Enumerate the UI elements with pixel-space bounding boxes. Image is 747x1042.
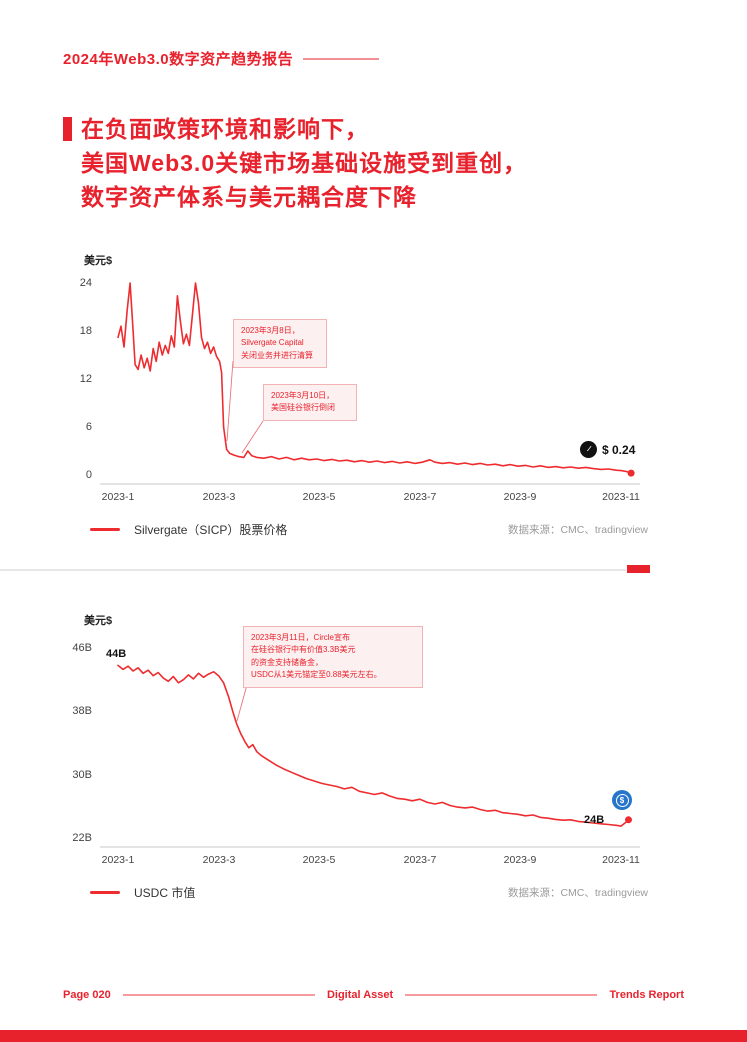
chart1-y-tick: 24 [79,277,92,289]
legend-line-swatch [90,891,120,894]
headline-text: 在负面政策环境和影响下， 美国Web3.0关键市场基础设施受到重创， 数字资产体… [81,112,527,214]
section-divider [0,569,626,571]
annotation-line: 2023年3月8日， [241,326,300,335]
chart1-data-source: 数据来源：CMC、tradingview [507,524,648,536]
annotation-line: 在硅谷银行中有价值3.3B美元 [251,645,356,655]
chart1-y-tick: 0 [85,469,92,481]
line-end-dot [625,816,632,824]
annotation-connector [241,420,264,454]
chart2-y-tick: 38B [72,705,92,717]
chart1-x-tick: 2023-5 [302,491,336,503]
headline-block: 在负面政策环境和影响下， 美国Web3.0关键市场基础设施受到重创， 数字资产体… [63,112,527,214]
chart2-x-tick: 2023-3 [202,854,236,866]
chart2-data-source: 数据来源：CMC、tradingview [507,887,648,899]
headline-line-1: 在负面政策环境和影响下， [81,116,369,142]
header-rule [303,57,379,60]
chart1-x-tick: 2023-3 [202,491,236,503]
usdc-logo-icon: $ [612,790,632,810]
chart1-x-tick: 2023-7 [403,491,437,503]
annotation-line: 2023年3月11日，Circle宣布 [251,633,350,642]
divider-red-segment [627,565,650,573]
start-value-label: 44B [106,648,127,660]
dollar-icon: $ [615,793,629,807]
chart2-legend: USDC 市值 [90,884,195,901]
annotation-line: 关闭业务并进行清算 [241,350,313,360]
chart1-legend: Silvergate（SICP）股票价格 [90,521,287,538]
report-header: 2024年Web3.0数字资产趋势报告 [63,48,379,69]
annotation-connector [226,360,234,442]
annotation-line: 美国硅谷银行倒闭 [271,403,335,413]
annotation-silvergate-liquidation: 2023年3月8日， Silvergate Capital 关闭业务并进行清算 [233,319,327,369]
page-footer: Page 020 Digital Asset Trends Report [63,989,684,1001]
silvergate-price-line [117,282,632,474]
silvergate-logo-icon: ∕∕ [580,441,597,458]
annotation-line: 的资金支持储备金， [251,657,323,667]
footer-rule [122,994,315,996]
line-end-dot [627,469,635,477]
usdc-marketcap-line [117,664,630,827]
end-price-label: $ 0.24 [602,442,636,457]
silvergate-chart-plot: 24 18 12 6 0 2023年3月8日， Silvergate Capit… [80,277,640,503]
chart1-x-tick: 2023-1 [101,491,135,503]
annotation-circle-svb-reserves: 2023年3月11日，Circle宣布 在硅谷银行中有价值3.3B美元 的资金支… [243,626,423,688]
chart2-x-tick: 2023-11 [602,854,640,866]
chart1-x-tick: 2023-11 [602,491,640,503]
chart1-y-tick: 6 [85,421,92,433]
chart2-x-tick: 2023-7 [403,854,437,866]
chart2-x-tick: 2023-1 [101,854,135,866]
chart2-x-tick: 2023-5 [302,854,336,866]
chart1-y-axis-label: 美元$ [84,255,113,267]
end-price-badge: ∕∕ $ 0.24 [580,441,635,458]
annotation-line: USDC从1美元锚定至0.88美元左右。 [251,670,382,680]
usdc-chart-plot: 46B 38B 30B 22B 44B 2023年3月11日，Circle宣布 … [72,626,640,866]
annotation-line: 2023年3月10日， [271,391,335,400]
headline-accent-bar [63,117,72,141]
chart2-y-tick: 22B [72,832,92,844]
chart2-legend-label: USDC 市值 [134,886,196,900]
footer-page-number: Page 020 [63,989,111,1001]
headline-line-2: 美国Web3.0关键市场基础设施受到重创， [81,150,528,176]
footer-center-label: Digital Asset [326,989,394,1001]
chart1-y-tick: 12 [79,373,92,385]
chart2-legend-row: USDC 市值 数据来源：CMC、tradingview [90,884,648,901]
chart1-y-tick: 18 [79,325,92,337]
chart1-x-tick: 2023-9 [503,491,537,503]
end-value-label: 24B [584,814,605,826]
chart2-y-tick: 46B [72,642,92,654]
chart2-y-axis-label: 美元$ [84,615,113,627]
report-header-title: 2024年Web3.0数字资产趋势报告 [63,51,294,68]
annotation-svb-collapse: 2023年3月10日， 美国硅谷银行倒闭 [263,384,357,421]
footer-rule [405,994,598,996]
chart2-y-tick: 30B [72,769,92,781]
chart1-legend-row: Silvergate（SICP）股票价格 数据来源：CMC、tradingvie… [90,521,648,538]
headline-line-3: 数字资产体系与美元耦合度下降 [81,184,417,210]
bottom-red-bar [0,1030,747,1042]
footer-right-label: Trends Report [609,989,685,1001]
legend-line-swatch [90,528,120,531]
annotation-line: Silvergate Capital [241,338,304,348]
chart1-legend-label: Silvergate（SICP）股票价格 [134,523,288,537]
silvergate-price-line-chart [117,282,635,477]
chart2-x-tick: 2023-9 [503,854,537,866]
